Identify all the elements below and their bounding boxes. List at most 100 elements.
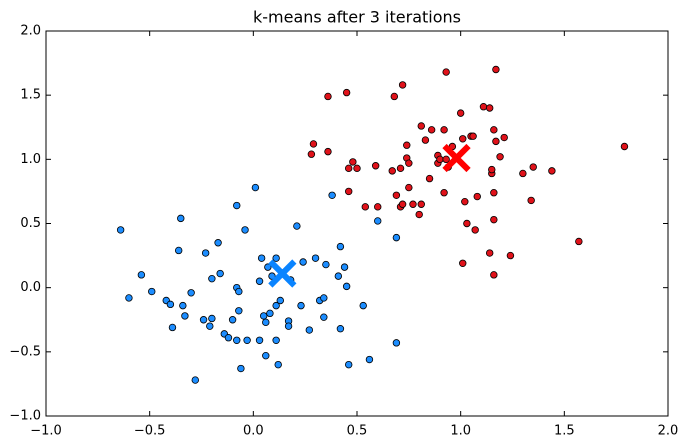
x-tick-label: 0.5 (347, 424, 368, 439)
point (293, 222, 301, 230)
plot-frame (45, 30, 669, 417)
point (272, 254, 280, 262)
point (272, 336, 280, 344)
point (527, 196, 535, 205)
point (374, 203, 382, 211)
point (216, 269, 224, 278)
y-tick-label: 1.0 (20, 152, 41, 167)
point (340, 263, 349, 271)
point (257, 254, 266, 262)
point (398, 200, 407, 208)
point (456, 109, 465, 117)
point (284, 322, 293, 330)
point (490, 126, 498, 134)
point (461, 197, 469, 206)
point (492, 65, 500, 74)
point (415, 210, 423, 219)
point (187, 289, 195, 297)
point (224, 334, 233, 342)
x-tick-label: 0.0 (243, 424, 264, 439)
point (500, 133, 508, 142)
point (390, 92, 399, 101)
point (233, 336, 241, 344)
x-tick-label: −1.0 (30, 424, 62, 439)
point (324, 92, 332, 101)
point (274, 360, 282, 369)
point (345, 360, 353, 369)
point (199, 316, 208, 324)
point (440, 126, 448, 134)
point (361, 203, 369, 211)
point (191, 376, 199, 384)
point (322, 260, 330, 269)
point (492, 137, 500, 146)
point (425, 174, 434, 183)
point (237, 364, 245, 373)
point (620, 142, 629, 151)
point (305, 326, 314, 334)
point (421, 136, 430, 144)
point (260, 312, 268, 320)
point (409, 200, 417, 208)
point (251, 183, 260, 192)
point (116, 226, 125, 234)
point (241, 226, 249, 234)
point (519, 169, 527, 178)
point (307, 150, 316, 158)
y-tick-label: 0.0 (20, 280, 41, 295)
point (575, 237, 583, 246)
point (268, 272, 276, 280)
point (405, 159, 413, 167)
point (181, 312, 189, 320)
point (388, 167, 396, 175)
point (405, 183, 413, 192)
point (177, 214, 185, 223)
y-tick-label: −0.5 (9, 344, 41, 359)
point (214, 239, 222, 247)
centroid (442, 143, 471, 173)
point (353, 164, 361, 173)
point (398, 81, 407, 89)
point (320, 294, 328, 302)
point (334, 272, 343, 280)
point (392, 191, 401, 199)
point (442, 68, 450, 76)
y-tick-label: 2.0 (20, 24, 41, 39)
point (490, 271, 498, 279)
point (442, 155, 450, 164)
point (255, 277, 264, 285)
point (345, 187, 353, 196)
point (436, 155, 444, 164)
centroid (268, 259, 297, 288)
y-tick-label: 0.5 (20, 216, 41, 231)
point (179, 301, 187, 310)
point (328, 191, 336, 199)
point (427, 126, 436, 134)
y-tick-label: −1.0 (9, 409, 41, 424)
point (392, 339, 401, 347)
point (417, 200, 425, 208)
point (174, 246, 183, 255)
point (262, 318, 270, 327)
point (208, 314, 216, 323)
point (228, 316, 237, 324)
x-tick-label: 2.0 (658, 424, 679, 439)
point (403, 141, 411, 149)
point (345, 164, 353, 173)
point (490, 188, 498, 197)
point (479, 103, 488, 111)
point (299, 258, 307, 266)
point (336, 242, 345, 251)
point (548, 167, 556, 175)
point (208, 274, 216, 283)
point (276, 296, 284, 305)
point (309, 140, 318, 148)
point (272, 301, 280, 310)
point (342, 282, 351, 291)
point (336, 325, 345, 333)
point (396, 164, 405, 173)
point (488, 165, 496, 174)
point (233, 201, 241, 210)
point (485, 249, 494, 257)
point (417, 122, 425, 130)
